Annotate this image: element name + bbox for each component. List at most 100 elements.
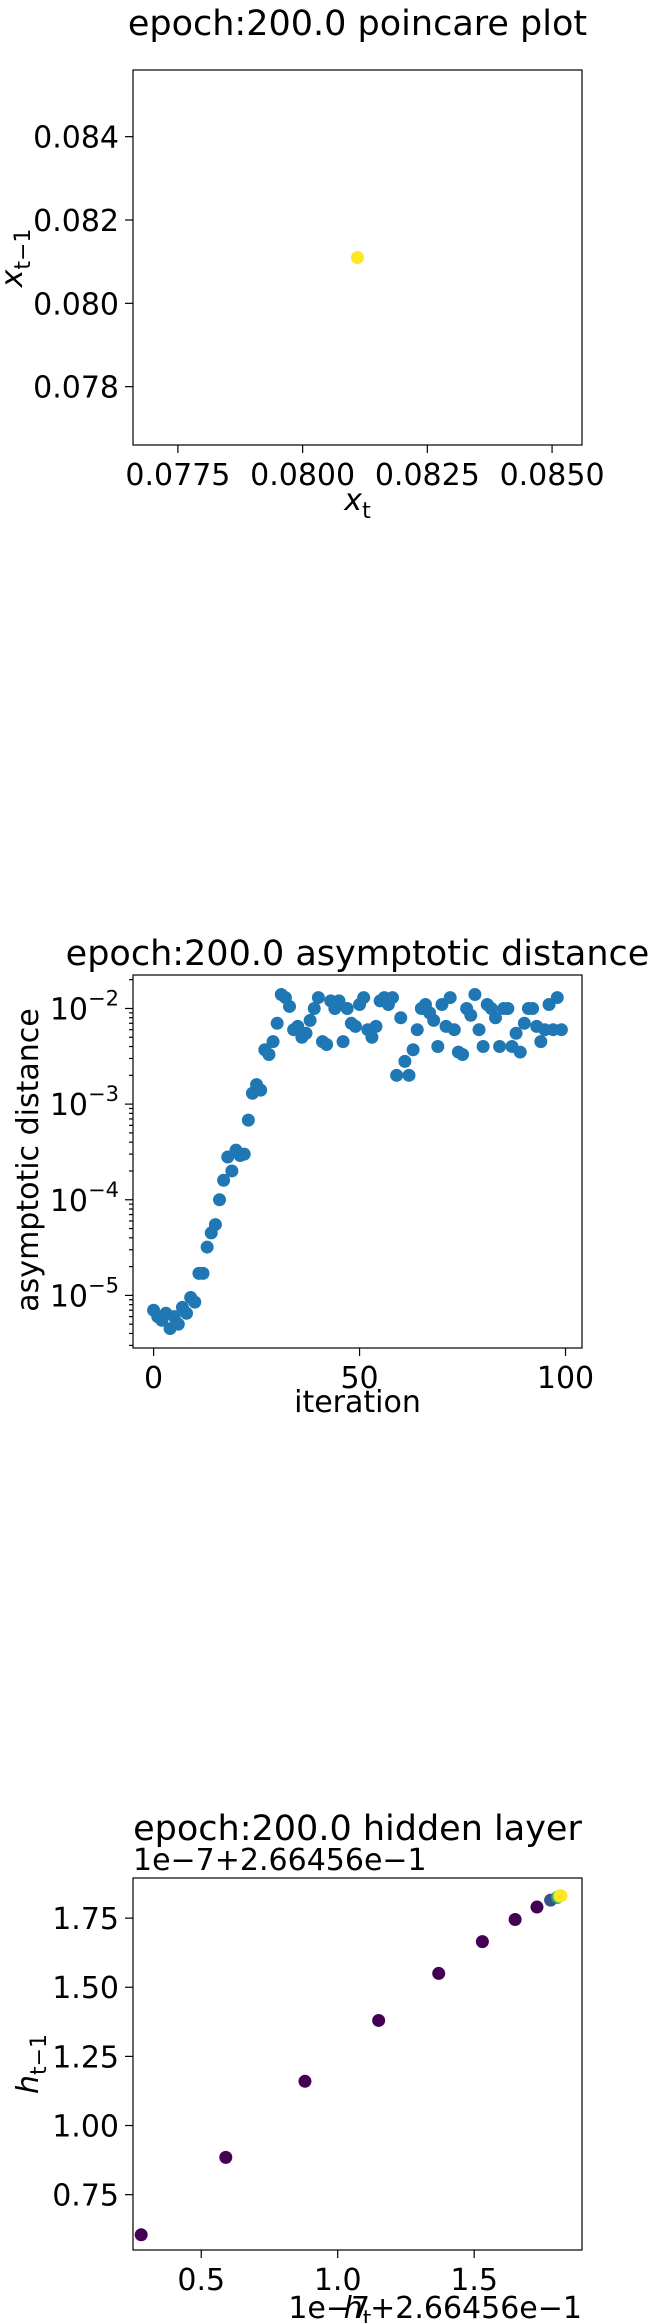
- chart-title: epoch:200.0 asymptotic distance: [66, 934, 650, 974]
- chart-title: epoch:200.0 poincare plot: [128, 4, 587, 44]
- x-axis: 0.0775 0.0800 0.0825 0.0850: [125, 445, 605, 493]
- data-point: [336, 1035, 350, 1049]
- data-point: [513, 1045, 527, 1059]
- data-point: [298, 2074, 312, 2088]
- data-point: [303, 1013, 317, 1027]
- data-point: [365, 1030, 379, 1044]
- y-tick-label: 10−2: [50, 986, 119, 1027]
- x-tick-label: 0.0775: [125, 458, 230, 493]
- data-point: [311, 991, 325, 1005]
- data-point: [357, 991, 371, 1005]
- x-tick-label: 1.5: [450, 2263, 498, 2298]
- data-point: [254, 1083, 268, 1097]
- data-point: [432, 1966, 446, 1980]
- data-point: [550, 991, 564, 1005]
- data-point: [217, 1173, 231, 1187]
- x-axis-label: xt: [343, 483, 371, 524]
- data-point: [508, 1912, 522, 1926]
- data-point: [509, 1026, 523, 1040]
- data-point: [348, 1019, 362, 1033]
- data-point: [307, 1001, 321, 1015]
- data-point: [283, 999, 297, 1013]
- data-point: [200, 1240, 214, 1254]
- data-point: [402, 1068, 416, 1082]
- data-point: [219, 2150, 233, 2164]
- x-tick-label: 1.0: [314, 2263, 362, 2298]
- data-point: [237, 1147, 251, 1161]
- y-tick-label: 10−4: [50, 1178, 119, 1219]
- y-axis-label: asymptotic distance: [11, 1008, 46, 1311]
- data-points: [134, 1889, 568, 2242]
- x-tick-label: 0.0850: [500, 458, 605, 493]
- data-point: [468, 987, 482, 1001]
- x-axis-label: ht: [344, 2291, 372, 2323]
- data-point: [526, 1001, 540, 1015]
- data-point: [369, 1019, 383, 1033]
- data-points: [147, 987, 568, 1336]
- data-point: [386, 991, 400, 1005]
- data-point: [188, 1295, 202, 1309]
- y-tick-label: 0.084: [33, 121, 119, 156]
- y-tick-label: 0.078: [33, 371, 119, 406]
- data-point: [530, 1900, 544, 1914]
- x-tick-label: 100: [537, 1361, 594, 1396]
- data-point: [493, 1040, 507, 1054]
- data-point: [241, 1113, 255, 1127]
- data-point: [406, 1043, 420, 1057]
- data-point: [456, 1048, 470, 1062]
- data-point: [332, 994, 346, 1008]
- data-point: [475, 1935, 489, 1949]
- data-point: [476, 1040, 490, 1054]
- y-tick-label: 0.080: [33, 287, 119, 322]
- y-axis-label: ht−1: [11, 2034, 52, 2094]
- data-point: [472, 1023, 486, 1037]
- plot-frame: [132, 974, 583, 1349]
- chart-3: epoch:200.0 hidden layer 0.5 1.0 1.5 0.75 1.0…: [11, 1809, 583, 2323]
- x-tick-label: 0.0800: [250, 458, 355, 493]
- data-point: [501, 1001, 515, 1015]
- data-point: [225, 1164, 239, 1178]
- y-axis: 0.078 0.080 0.082 0.084: [33, 121, 133, 406]
- data-point: [534, 1035, 548, 1049]
- y-tick-label: 1.00: [52, 2110, 119, 2145]
- data-point: [390, 1068, 404, 1082]
- y-tick-label: 0.082: [33, 204, 119, 239]
- y-tick-label: 1.75: [52, 1902, 119, 1937]
- data-point: [372, 2013, 386, 2027]
- data-point: [554, 1023, 568, 1037]
- data-point: [447, 1023, 461, 1037]
- x-axis: 0 50 100: [144, 1348, 594, 1396]
- data-point: [554, 1889, 568, 1903]
- data-point: [213, 1193, 227, 1207]
- data-point: [270, 1016, 284, 1030]
- data-point: [398, 1054, 412, 1068]
- data-point: [208, 1218, 222, 1232]
- y-axis: 10−5 10−4 10−3 10−2: [50, 979, 133, 1347]
- x-axis: 0.5 1.0 1.5: [177, 2250, 498, 2298]
- chart-2: epoch:200.0 asymptotic distance 0 50 100 10−…: [11, 934, 649, 1420]
- y-offset-label: 1e−7+2.66456e−1: [133, 1843, 427, 1878]
- plot-frame: [132, 1877, 583, 2251]
- data-point: [262, 1048, 276, 1062]
- x-tick-label: 0: [144, 1361, 163, 1396]
- data-point: [320, 1038, 334, 1052]
- y-tick-label: 1.25: [52, 2040, 119, 2075]
- data-point: [134, 2228, 148, 2242]
- y-tick-label: 0.75: [52, 2179, 119, 2214]
- data-point: [394, 1011, 408, 1025]
- x-tick-label: 50: [340, 1361, 378, 1396]
- data-point: [171, 1317, 185, 1331]
- data-point: [351, 251, 364, 264]
- data-point: [464, 1008, 478, 1022]
- y-tick-label: 10−3: [50, 1082, 119, 1123]
- data-point: [431, 1040, 445, 1054]
- chart-1: epoch:200.0 poincare plot 0.0775 0.0800 0.0…: [0, 4, 605, 524]
- x-axis-label: iteration: [294, 1385, 421, 1420]
- x-offset-label: 1e−7+2.66456e−1: [288, 2291, 582, 2323]
- data-point: [299, 1026, 313, 1040]
- y-tick-label: 10−5: [50, 1273, 119, 1314]
- data-point: [410, 1023, 424, 1037]
- data-point: [443, 991, 457, 1005]
- data-point: [196, 1266, 210, 1280]
